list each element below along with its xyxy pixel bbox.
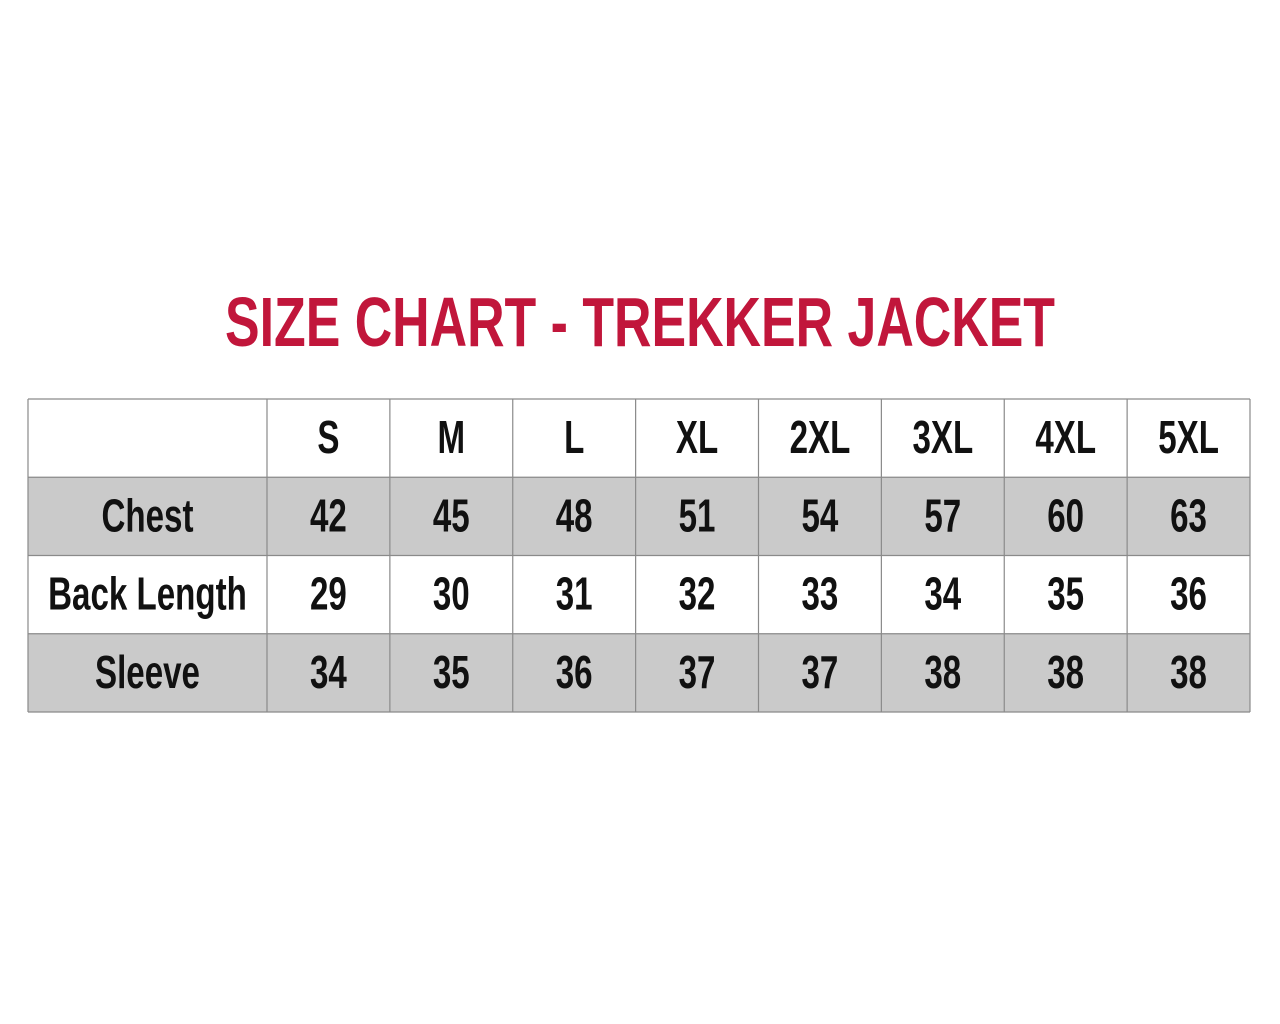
- size-header: L: [564, 413, 584, 463]
- cell-value: 38: [924, 648, 961, 698]
- cell-value: 36: [1170, 569, 1207, 619]
- cell-value: 45: [433, 491, 470, 541]
- row-label: Back Length: [48, 569, 247, 619]
- cell-value: 57: [924, 491, 961, 541]
- cell-value: 51: [679, 491, 716, 541]
- size-header: XL: [676, 413, 718, 463]
- size-header: 5XL: [1158, 413, 1219, 463]
- row-label: Sleeve: [95, 648, 200, 698]
- cell-value: 63: [1170, 491, 1207, 541]
- cell-value: 29: [310, 569, 347, 619]
- cell-value: 42: [310, 491, 347, 541]
- size-header: S: [317, 413, 339, 463]
- cell-value: 33: [802, 569, 839, 619]
- cell-value: 38: [1047, 648, 1084, 698]
- cell-value: 31: [556, 569, 593, 619]
- cell-value: 35: [1047, 569, 1084, 619]
- title: SIZE CHART - TREKKER JACKET: [225, 283, 1055, 361]
- cell-value: 36: [556, 648, 593, 698]
- row-label: Chest: [101, 491, 193, 541]
- cell-value: 32: [679, 569, 716, 619]
- size-header: M: [438, 413, 466, 463]
- size-header: 3XL: [912, 413, 973, 463]
- cell-value: 48: [556, 491, 593, 541]
- cell-value: 34: [310, 648, 347, 698]
- cell-value: 37: [679, 648, 716, 698]
- size-header: 2XL: [790, 413, 851, 463]
- cell-value: 35: [433, 648, 470, 698]
- cell-value: 37: [802, 648, 839, 698]
- size-header: 4XL: [1035, 413, 1096, 463]
- cell-value: 38: [1170, 648, 1207, 698]
- row-shade: [28, 633, 1250, 712]
- cell-value: 54: [802, 491, 839, 541]
- row-shade: [28, 477, 1250, 556]
- cell-value: 60: [1047, 491, 1084, 541]
- cell-value: 34: [924, 569, 961, 619]
- cell-value: 30: [433, 569, 470, 619]
